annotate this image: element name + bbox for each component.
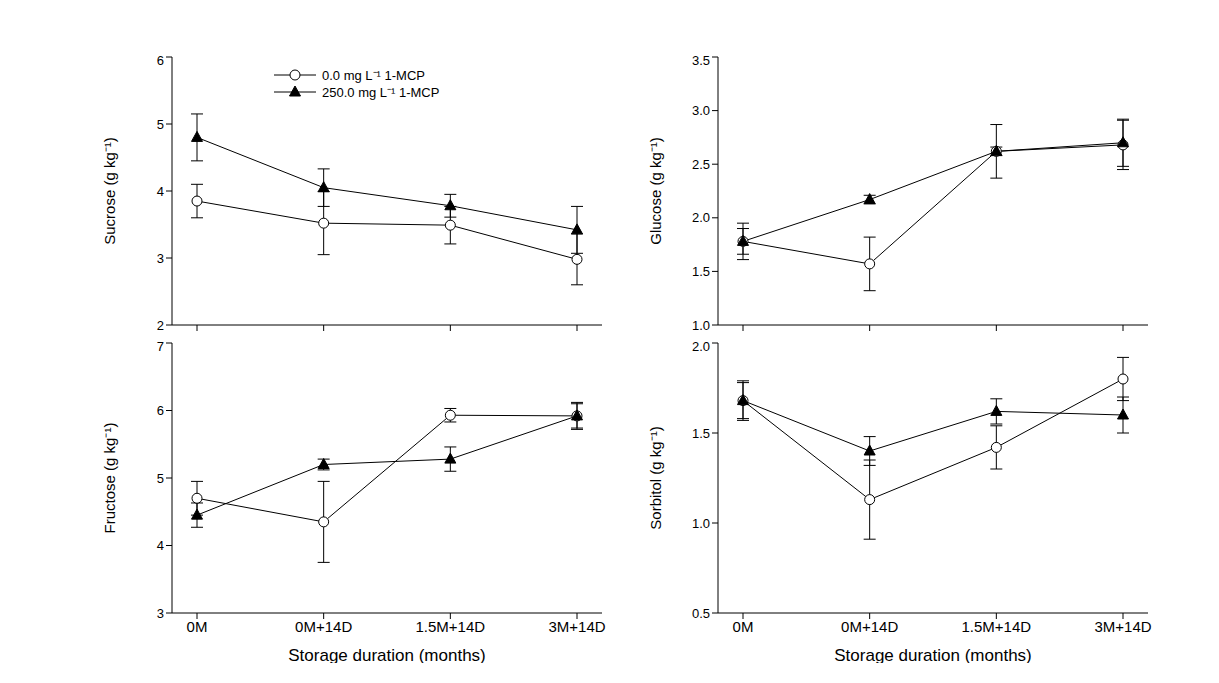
- svg-text:Storage duration (months): Storage duration (months): [834, 646, 1032, 663]
- svg-text:1.0: 1.0: [692, 318, 710, 333]
- svg-text:1.0: 1.0: [692, 516, 710, 531]
- svg-text:5: 5: [157, 471, 164, 486]
- svg-text:Fructose (g kg⁻¹): Fructose (g kg⁻¹): [102, 423, 118, 534]
- svg-text:3M+14D: 3M+14D: [548, 618, 605, 635]
- svg-text:3.5: 3.5: [692, 53, 710, 68]
- svg-text:2.0: 2.0: [692, 339, 710, 354]
- svg-text:3M+14D: 3M+14D: [1094, 618, 1151, 635]
- svg-text:3.0: 3.0: [692, 103, 710, 118]
- svg-text:1.5: 1.5: [692, 264, 710, 279]
- svg-text:0M: 0M: [733, 618, 754, 635]
- svg-text:4: 4: [157, 538, 164, 553]
- svg-text:2.0: 2.0: [692, 210, 710, 225]
- svg-text:Glucose (g kg⁻¹): Glucose (g kg⁻¹): [648, 137, 664, 245]
- svg-text:0M: 0M: [187, 618, 208, 635]
- svg-text:0.5: 0.5: [692, 606, 710, 621]
- svg-text:1.5: 1.5: [692, 426, 710, 441]
- svg-text:Storage duration (months): Storage duration (months): [288, 646, 486, 663]
- svg-text:1.5M+14D: 1.5M+14D: [416, 618, 486, 635]
- html-text:0.0 mg L⁻¹ 1-MCP: 0.0 mg L⁻¹ 1-MCP: [322, 67, 425, 83]
- svg-text:2.5: 2.5: [692, 157, 710, 172]
- svg-text:4: 4: [157, 184, 164, 199]
- svg-text:3: 3: [157, 606, 164, 621]
- svg-text:Sorbitol (g kg⁻¹): Sorbitol (g kg⁻¹): [648, 426, 664, 529]
- svg-text:1.5M+14D: 1.5M+14D: [962, 618, 1032, 635]
- svg-text:6: 6: [157, 403, 164, 418]
- svg-text:5: 5: [157, 117, 164, 132]
- svg-text:Sucrose (g kg⁻¹): Sucrose (g kg⁻¹): [102, 137, 118, 245]
- html-text:250.0 mg L⁻¹ 1-MCP: 250.0 mg L⁻¹ 1-MCP: [322, 84, 440, 100]
- svg-text:0M+14D: 0M+14D: [841, 618, 898, 635]
- svg-text:0M+14D: 0M+14D: [295, 618, 352, 635]
- svg-text:7: 7: [157, 339, 164, 354]
- svg-text:2: 2: [157, 318, 164, 333]
- svg-text:3: 3: [157, 251, 164, 266]
- svg-text:6: 6: [157, 53, 164, 68]
